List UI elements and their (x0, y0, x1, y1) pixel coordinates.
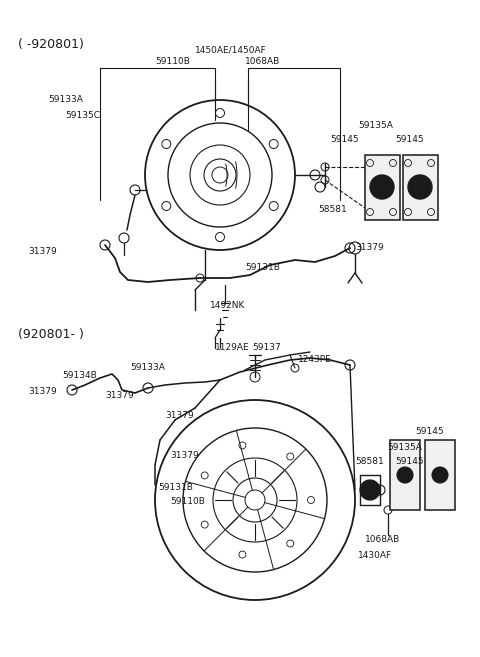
Text: 59131B: 59131B (245, 263, 280, 273)
Text: 59135C: 59135C (65, 110, 100, 120)
Text: 1068AB: 1068AB (365, 535, 400, 545)
Circle shape (432, 467, 448, 483)
Text: 59134B: 59134B (62, 371, 97, 380)
Text: 31379: 31379 (28, 388, 57, 397)
Text: 31379: 31379 (170, 451, 199, 459)
Text: 1129AE: 1129AE (215, 344, 250, 353)
Text: 31379: 31379 (105, 390, 134, 399)
Text: 59135A: 59135A (358, 120, 393, 129)
Circle shape (370, 175, 394, 199)
Text: 31379: 31379 (355, 244, 384, 252)
Text: 59131B: 59131B (158, 484, 193, 493)
Circle shape (408, 175, 432, 199)
Text: 1492NK: 1492NK (210, 300, 245, 309)
Bar (403, 155, 438, 220)
Text: 58581: 58581 (318, 206, 347, 214)
Text: 59133A: 59133A (130, 363, 165, 373)
Text: 1450AE/1450AF: 1450AE/1450AF (195, 45, 267, 55)
Text: 1068AB: 1068AB (245, 58, 280, 66)
Text: 31379: 31379 (28, 248, 57, 256)
Text: 59145: 59145 (330, 135, 359, 145)
Text: ( -920801): ( -920801) (18, 38, 84, 51)
Text: 59145: 59145 (395, 457, 424, 466)
Text: 59133A: 59133A (48, 95, 83, 104)
Bar (390, 440, 420, 510)
Text: 58581: 58581 (355, 457, 384, 466)
Text: 59145: 59145 (415, 428, 444, 436)
Circle shape (360, 480, 380, 500)
Text: 59110B: 59110B (155, 58, 190, 66)
Text: (920801- ): (920801- ) (18, 328, 84, 341)
Text: 59110B: 59110B (170, 497, 205, 507)
Text: 59137: 59137 (252, 344, 281, 353)
Bar (425, 440, 455, 510)
Text: 31379: 31379 (165, 411, 194, 420)
Text: 59145: 59145 (395, 135, 424, 145)
Text: 1430AF: 1430AF (358, 551, 392, 560)
Text: 1243PE: 1243PE (298, 355, 332, 365)
Text: 59135A: 59135A (387, 443, 422, 451)
Circle shape (397, 467, 413, 483)
Bar (365, 155, 400, 220)
